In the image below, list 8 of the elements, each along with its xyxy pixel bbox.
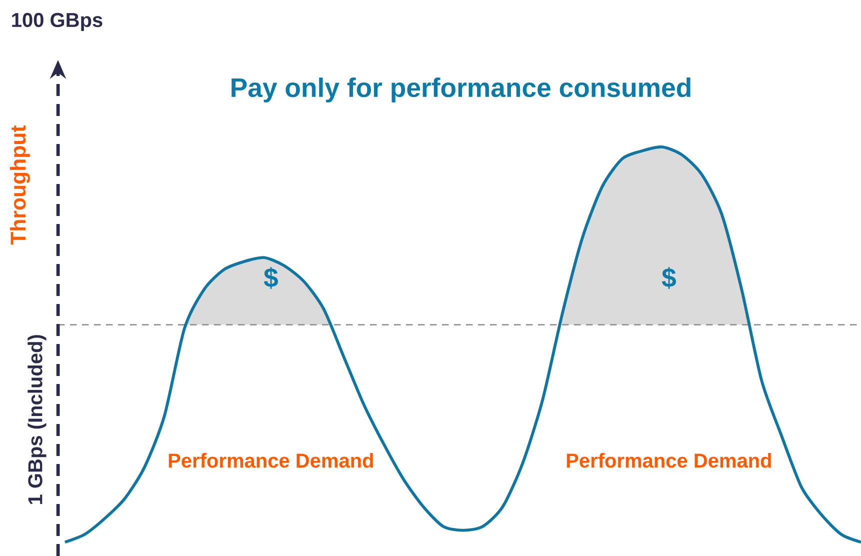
y-axis-title: Throughput: [10, 125, 30, 245]
annotation: Performance Demand: [566, 452, 771, 468]
annotation: $: [662, 267, 676, 289]
text: 100 GBps: [12, 12, 102, 32]
annotation: $: [264, 267, 278, 289]
ref-line-label: 1 GBps (Included): [28, 335, 46, 504]
annotation: Performance Demand: [168, 452, 373, 468]
chart-title: Pay only for performance consumed: [232, 78, 690, 102]
